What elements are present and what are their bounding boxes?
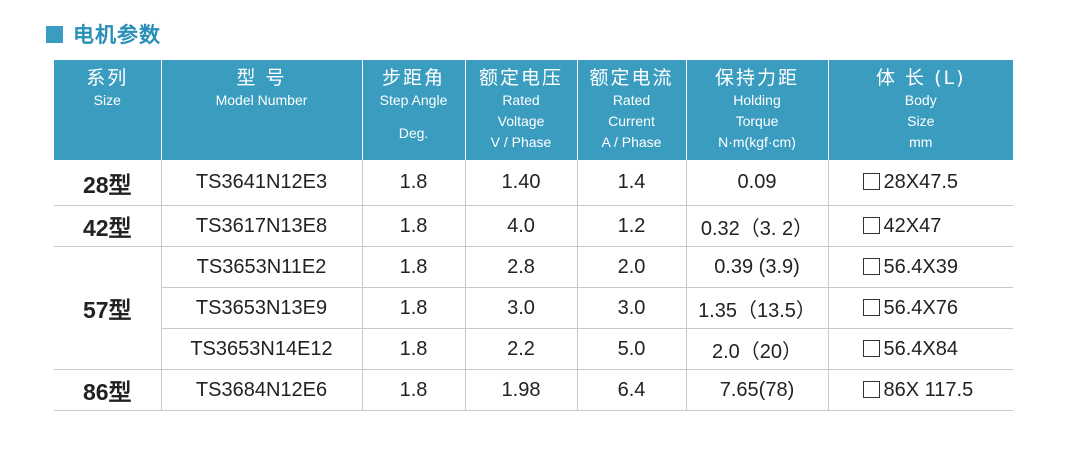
header-body-unit: mm <box>909 134 933 150</box>
current-cell: 1.4 <box>577 160 687 206</box>
body-size-cell: 56.4X39 <box>828 246 1013 288</box>
section-marker-icon <box>46 25 63 43</box>
series-cell: 57型 <box>54 246 162 370</box>
header-model: 型 号 Model Number <box>161 60 363 160</box>
body-size-value: 56.4X39 <box>883 255 959 278</box>
header-torque-unit: N·m(kgf·cm) <box>718 134 796 150</box>
step-angle-cell: 1.8 <box>362 287 466 329</box>
header-body-en-1: Body <box>904 92 937 108</box>
table-row: 28型 TS3641N12E3 1.8 1.40 1.4 0.09 28X47.… <box>54 160 1013 206</box>
model-cell: TS3653N13E9 <box>161 287 363 329</box>
table-row: TS3653N13E9 1.8 3.0 3.0 1.35（13.5） 56.4X… <box>54 287 1013 329</box>
step-angle-cell: 1.8 <box>362 246 466 288</box>
table-row: TS3653N14E12 1.8 2.2 5.0 2.0（20） 56.4X84 <box>54 328 1013 370</box>
voltage-cell: 2.8 <box>465 246 578 288</box>
step-angle-cell: 1.8 <box>362 328 466 370</box>
header-body-size: 体 长 (L) Body Size mm <box>828 60 1013 160</box>
torque-cell: 7.65(78) <box>686 369 829 411</box>
body-size-cell: 56.4X76 <box>828 287 1013 329</box>
header-model-en: Model Number <box>215 92 308 108</box>
step-angle-cell: 1.8 <box>362 205 466 247</box>
header-current-zh: 额定电流 <box>589 67 674 89</box>
torque-cell: 0.32（3. 2） <box>686 205 829 247</box>
model-cell: TS3653N11E2 <box>161 246 363 288</box>
body-size-cell: 86X 117.5 <box>828 369 1013 411</box>
step-angle-cell: 1.8 <box>362 369 466 411</box>
current-cell: 2.0 <box>577 246 687 288</box>
current-cell: 6.4 <box>577 369 687 411</box>
model-cell: TS3684N12E6 <box>161 369 363 411</box>
header-torque-en-1: Holding <box>733 92 781 108</box>
square-icon <box>862 298 880 316</box>
current-cell: 5.0 <box>577 328 687 370</box>
square-icon <box>862 173 880 190</box>
voltage-cell: 3.0 <box>465 287 578 329</box>
body-size-value: 56.4X84 <box>883 337 959 360</box>
table-row: 57型 TS3653N11E2 1.8 2.8 2.0 0.39 (3.9) 5… <box>54 246 1013 370</box>
model-cell: TS3653N14E12 <box>161 328 363 370</box>
torque-cell: 0.39 (3.9) <box>686 246 829 288</box>
header-voltage-unit: V / Phase <box>490 134 552 150</box>
voltage-cell: 4.0 <box>465 205 578 247</box>
header-rated-voltage: 额定电压 Rated Voltage V / Phase <box>465 60 578 160</box>
body-size-value: 28X47.5 <box>883 171 959 193</box>
header-size-en: Size <box>93 92 121 108</box>
body-size-value: 56.4X76 <box>883 296 959 319</box>
series-cell: 42型 <box>54 205 162 247</box>
body-size-value: 42X47 <box>883 214 942 237</box>
header-step-zh: 步距角 <box>381 67 445 89</box>
body-size-value: 86X 117.5 <box>883 378 974 401</box>
header-voltage-en-1: Rated <box>502 92 540 108</box>
table-header-row: 系列 Size 型 号 Model Number 步距角 Step Angle … <box>54 60 1013 160</box>
torque-cell: 1.35（13.5） <box>686 287 829 329</box>
header-step-angle: 步距角 Step Angle Deg. <box>362 60 466 160</box>
square-icon <box>862 380 880 398</box>
step-angle-cell: 1.8 <box>362 160 466 206</box>
section-header: 电机参数 <box>46 18 161 50</box>
header-torque-en-2: Torque <box>735 113 779 129</box>
header-size-zh: 系列 <box>86 67 129 89</box>
header-model-zh: 型 号 <box>236 67 287 89</box>
table-row: 42型 TS3617N13E8 1.8 4.0 1.2 0.32（3. 2） 4… <box>54 205 1013 247</box>
header-current-en-2: Current <box>608 113 655 129</box>
voltage-cell: 2.2 <box>465 328 578 370</box>
header-current-en-1: Rated <box>612 92 651 108</box>
header-voltage-en-2: Voltage <box>497 113 545 129</box>
header-rated-current: 额定电流 Rated Current A / Phase <box>577 60 687 160</box>
current-cell: 1.2 <box>577 205 687 247</box>
header-step-unit: Deg. <box>398 125 429 141</box>
header-size: 系列 Size <box>54 60 162 160</box>
voltage-cell: 1.40 <box>465 160 578 206</box>
model-cell: TS3641N12E3 <box>161 160 363 206</box>
header-holding-torque: 保持力距 Holding Torque N·m(kgf·cm) <box>686 60 829 160</box>
header-torque-zh: 保持力距 <box>714 67 799 89</box>
body-size-cell: 56.4X84 <box>828 328 1013 370</box>
torque-cell: 2.0（20） <box>686 328 829 370</box>
current-cell: 3.0 <box>577 287 687 329</box>
table-row: 86型 TS3684N12E6 1.8 1.98 6.4 7.65(78) 86… <box>54 369 1013 411</box>
model-cell: TS3617N13E8 <box>161 205 363 247</box>
header-body-zh: 体 长 (L) <box>876 67 966 89</box>
header-step-en: Step Angle <box>379 92 448 108</box>
header-voltage-zh: 额定电压 <box>478 67 563 89</box>
header-body-en-2: Size <box>907 113 935 129</box>
header-current-unit: A / Phase <box>601 134 662 150</box>
body-size-cell: 42X47 <box>828 205 1013 247</box>
square-icon <box>862 339 880 357</box>
series-cell: 28型 <box>54 160 162 206</box>
square-icon <box>862 216 880 234</box>
section-title: 电机参数 <box>73 23 161 47</box>
voltage-cell: 1.98 <box>465 369 578 411</box>
square-icon <box>862 257 880 275</box>
body-size-cell: 28X47.5 <box>828 160 1013 206</box>
torque-cell: 0.09 <box>686 160 829 206</box>
motor-parameters-table: 系列 Size 型 号 Model Number 步距角 Step Angle … <box>54 60 1013 411</box>
series-cell: 86型 <box>54 369 162 411</box>
